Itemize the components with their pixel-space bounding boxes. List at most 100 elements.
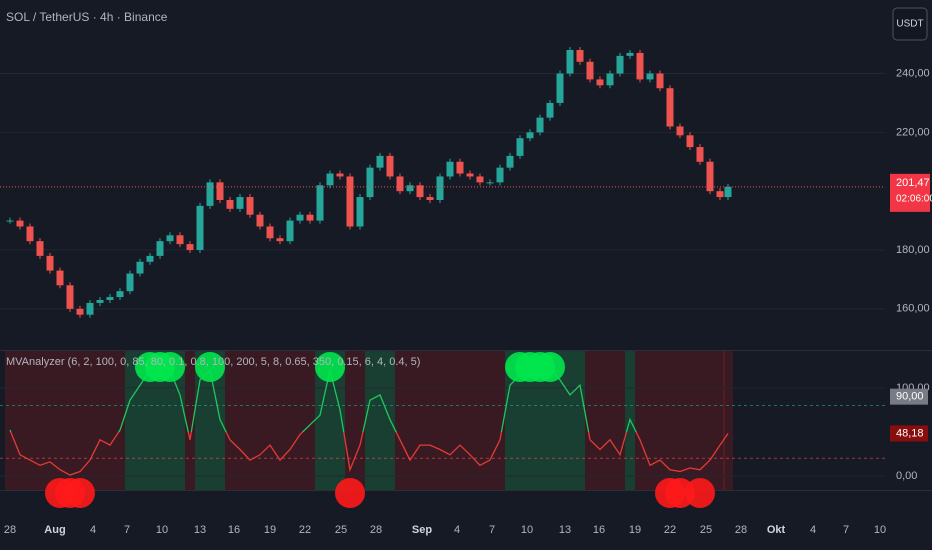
signal-band <box>345 351 355 490</box>
candle <box>716 191 724 198</box>
candle <box>576 50 584 62</box>
candle <box>656 73 664 89</box>
signal-band <box>85 351 95 490</box>
candle <box>486 182 494 184</box>
x-tick-label: 13 <box>194 524 206 536</box>
x-tick-label: 10 <box>521 524 533 536</box>
candle <box>326 173 334 186</box>
signal-band <box>15 351 25 490</box>
signal-band <box>395 351 405 490</box>
signal-band <box>105 351 115 490</box>
candle <box>66 285 74 309</box>
indicator-title: MVAnalyzer (6, 2, 100, 0, 85, 80, 0.1, 0… <box>6 356 420 368</box>
signal-band <box>723 351 733 490</box>
candle <box>666 88 674 127</box>
x-tick-label: 4 <box>90 524 96 536</box>
candle <box>216 182 224 200</box>
signal-band <box>595 351 605 490</box>
signal-band <box>135 351 145 490</box>
candle <box>296 214 304 221</box>
signal-band <box>485 351 495 490</box>
signal-band <box>505 351 515 490</box>
candle <box>226 200 234 209</box>
signal-band <box>185 351 195 490</box>
signal-band <box>565 351 575 490</box>
candle <box>126 273 134 292</box>
x-tick-label: 10 <box>874 524 886 536</box>
signal-band <box>665 351 675 490</box>
candle <box>616 55 624 74</box>
signal-band <box>205 351 215 490</box>
signal-band <box>45 351 55 490</box>
candle <box>366 167 374 198</box>
last-price-label: 201,47 <box>896 177 930 189</box>
signal-band <box>245 351 255 490</box>
x-tick-label: Okt <box>767 524 786 536</box>
candle <box>346 176 354 227</box>
signal-band <box>635 351 645 490</box>
candle <box>636 52 644 80</box>
candle <box>526 132 534 139</box>
candle <box>506 155 514 168</box>
x-tick-label: Aug <box>44 524 65 536</box>
candle <box>466 173 474 177</box>
signal-band <box>155 351 165 490</box>
x-tick-label: 13 <box>559 524 571 536</box>
candle <box>396 176 404 192</box>
candle <box>626 52 634 56</box>
last-price-box <box>890 173 930 212</box>
candle <box>476 176 484 183</box>
currency-button[interactable] <box>892 7 928 41</box>
candle <box>186 244 194 250</box>
candle <box>106 297 114 300</box>
level-label-box <box>890 388 928 405</box>
candle <box>426 197 434 200</box>
x-tick-label: Sep <box>412 524 432 536</box>
signal-band <box>465 351 475 490</box>
signal-band <box>275 351 285 490</box>
candle <box>276 238 284 242</box>
x-tick-label: 28 <box>4 524 16 536</box>
x-tick-label: 28 <box>735 524 747 536</box>
candle <box>516 138 524 156</box>
y-tick-label: 160,00 <box>896 303 930 315</box>
candle <box>76 308 84 315</box>
signal-dot-high <box>535 352 565 382</box>
candle <box>176 235 184 245</box>
candle <box>646 73 654 80</box>
signal-band <box>435 351 445 490</box>
x-tick-label: 7 <box>124 524 130 536</box>
candle <box>606 73 614 86</box>
signal-band <box>125 351 135 490</box>
candle <box>6 220 14 222</box>
candle <box>96 300 104 303</box>
candle <box>26 226 34 242</box>
candle <box>446 161 454 177</box>
signal-band <box>705 351 715 490</box>
signal-band <box>525 351 535 490</box>
signal-band <box>115 351 125 490</box>
signal-dot-low <box>65 478 95 508</box>
signal-band <box>165 351 175 490</box>
candle <box>136 261 144 274</box>
candle <box>376 155 384 168</box>
signal-band <box>495 351 505 490</box>
signal-band <box>685 351 695 490</box>
y-tick-label: 240,00 <box>896 67 930 79</box>
signal-band <box>145 351 155 490</box>
candle <box>206 182 214 206</box>
candle <box>116 291 124 298</box>
x-tick-label: 25 <box>335 524 347 536</box>
signal-band <box>715 351 725 490</box>
signal-band <box>455 351 465 490</box>
candle <box>456 161 464 174</box>
signal-band <box>55 351 65 490</box>
candle <box>686 135 694 148</box>
signal-band <box>305 351 315 490</box>
x-tick-label: 25 <box>700 524 712 536</box>
signal-band <box>35 351 45 490</box>
y-tick-label: 0,00 <box>896 470 917 482</box>
currency-label[interactable]: USDT <box>896 19 923 30</box>
x-tick-label: 22 <box>664 524 676 536</box>
signal-band <box>255 351 265 490</box>
